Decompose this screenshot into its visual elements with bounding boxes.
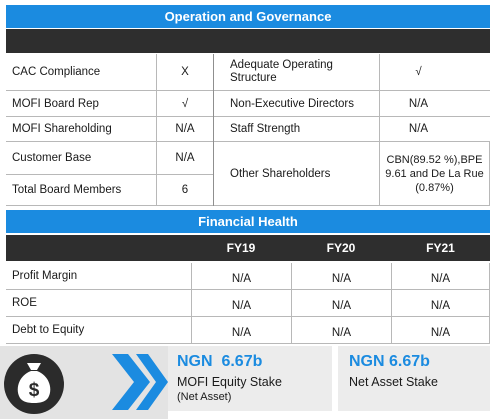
financial-table: Profit Margin N/A N/A N/A ROE N/A N/A N/…	[6, 263, 490, 344]
other-shareholders-label: Other Shareholders	[224, 142, 379, 206]
profit-margin-fy19: N/A	[191, 263, 291, 290]
financial-table-header: FY19 FY20 FY21	[6, 235, 490, 261]
financial-column-fy21: FY21	[426, 241, 455, 255]
mofi-board-rep-value: √	[156, 91, 213, 117]
financial-health-title: Financial Health	[198, 214, 298, 229]
mofi-shareholding-value: N/A	[156, 117, 213, 142]
non-executive-directors-label: Non-Executive Directors	[224, 91, 379, 117]
mofi-equity-stake-sublabel: (Net Asset)	[177, 391, 232, 403]
mofi-board-rep-label: MOFI Board Rep	[6, 91, 156, 117]
spacer	[214, 54, 224, 91]
financial-column-metric	[6, 235, 191, 261]
debt-to-equity-fy21: N/A	[391, 317, 490, 344]
mofi-shareholding-label: MOFI Shareholding	[6, 117, 156, 142]
roe-label: ROE	[6, 290, 191, 317]
customer-base-label: Customer Base	[6, 142, 156, 175]
financial-column-fy20: FY20	[326, 241, 356, 255]
mofi-equity-stake-card: NGN 6.67b MOFI Equity Stake (Net Asset)	[168, 346, 332, 411]
total-board-members-label: Total Board Members	[6, 175, 156, 206]
other-shareholders-value: CBN(89.52 %),BPE 9.61 and De La Rue (0.8…	[379, 142, 490, 206]
net-asset-stake-label: Net Asset Stake	[349, 375, 438, 389]
spacer	[214, 142, 224, 206]
financial-health-header: Financial Health	[6, 210, 490, 233]
non-executive-directors-value: N/A	[379, 91, 457, 117]
spacer	[457, 117, 490, 142]
roe-fy20: N/A	[291, 290, 391, 317]
column-divider	[213, 54, 214, 206]
cac-compliance-label: CAC Compliance	[6, 54, 156, 91]
mofi-equity-stake-label: MOFI Equity Stake	[177, 375, 282, 389]
debt-to-equity-fy19: N/A	[191, 317, 291, 344]
staff-strength-value: N/A	[379, 117, 457, 142]
profit-margin-fy20: N/A	[291, 263, 391, 290]
roe-fy19: N/A	[191, 290, 291, 317]
governance-header-bar	[6, 29, 490, 53]
adequate-operating-structure-label: Adequate Operating Structure	[224, 54, 379, 91]
net-asset-stake-card: NGN 6.67b Net Asset Stake	[338, 346, 490, 411]
staff-strength-label: Staff Strength	[224, 117, 379, 142]
spacer	[214, 91, 224, 117]
debt-to-equity-fy20: N/A	[291, 317, 391, 344]
net-asset-stake-amount: NGN 6.67b	[349, 353, 430, 370]
financial-column-fy19: FY19	[226, 241, 256, 255]
debt-to-equity-label: Debt to Equity	[6, 317, 191, 344]
cac-compliance-value: X	[156, 54, 213, 91]
total-board-members-value: 6	[156, 175, 213, 206]
spacer	[214, 117, 224, 142]
adequate-operating-structure-value: √	[379, 54, 457, 91]
profit-margin-fy21: N/A	[391, 263, 490, 290]
money-bag-panel: $	[0, 346, 168, 419]
roe-fy21: N/A	[391, 290, 490, 317]
operation-governance-title: Operation and Governance	[164, 9, 332, 24]
svg-text:$: $	[29, 380, 40, 401]
operation-governance-header: Operation and Governance	[6, 5, 490, 28]
governance-table: CAC Compliance X Adequate Operating Stru…	[6, 54, 490, 206]
spacer	[457, 91, 490, 117]
money-bag-icon: $	[4, 354, 64, 414]
mofi-equity-stake-amount: NGN 6.67b	[177, 353, 263, 370]
customer-base-value: N/A	[156, 142, 213, 175]
profit-margin-label: Profit Margin	[6, 263, 191, 290]
spacer	[457, 54, 490, 91]
arrow-chevron-icon	[112, 354, 168, 410]
